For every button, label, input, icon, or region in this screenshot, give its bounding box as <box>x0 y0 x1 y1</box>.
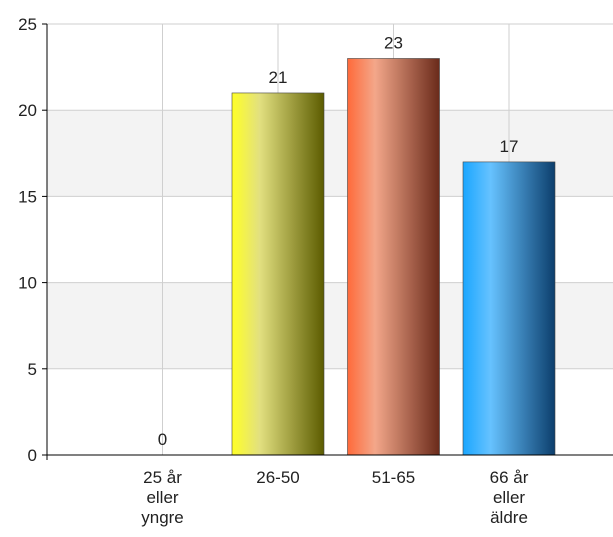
x-tick-label: 25 år eller yngre <box>141 468 184 527</box>
y-tick-label: 15 <box>18 187 37 206</box>
bar <box>462 161 556 456</box>
y-tick-label: 25 <box>18 15 37 34</box>
x-tick-label: 66 år eller äldre <box>490 468 529 527</box>
axes <box>42 23 613 460</box>
x-tick-label: 51-65 <box>372 468 415 487</box>
y-tick-label: 5 <box>28 360 37 379</box>
bars <box>231 58 556 456</box>
y-tick-label: 0 <box>28 446 37 465</box>
data-label: 0 <box>158 430 167 449</box>
x-tick-label: 26-50 <box>256 468 299 487</box>
bar <box>231 92 325 456</box>
data-label: 21 <box>269 68 288 87</box>
y-tick-label: 20 <box>18 101 37 120</box>
bar <box>347 58 440 456</box>
y-tick-label: 10 <box>18 274 37 293</box>
data-label: 17 <box>500 137 519 156</box>
data-label: 23 <box>384 33 403 52</box>
labels: 0 21 23 17 0 5 10 15 20 25 25 år eller yngre 26-50 51-… <box>18 15 529 527</box>
